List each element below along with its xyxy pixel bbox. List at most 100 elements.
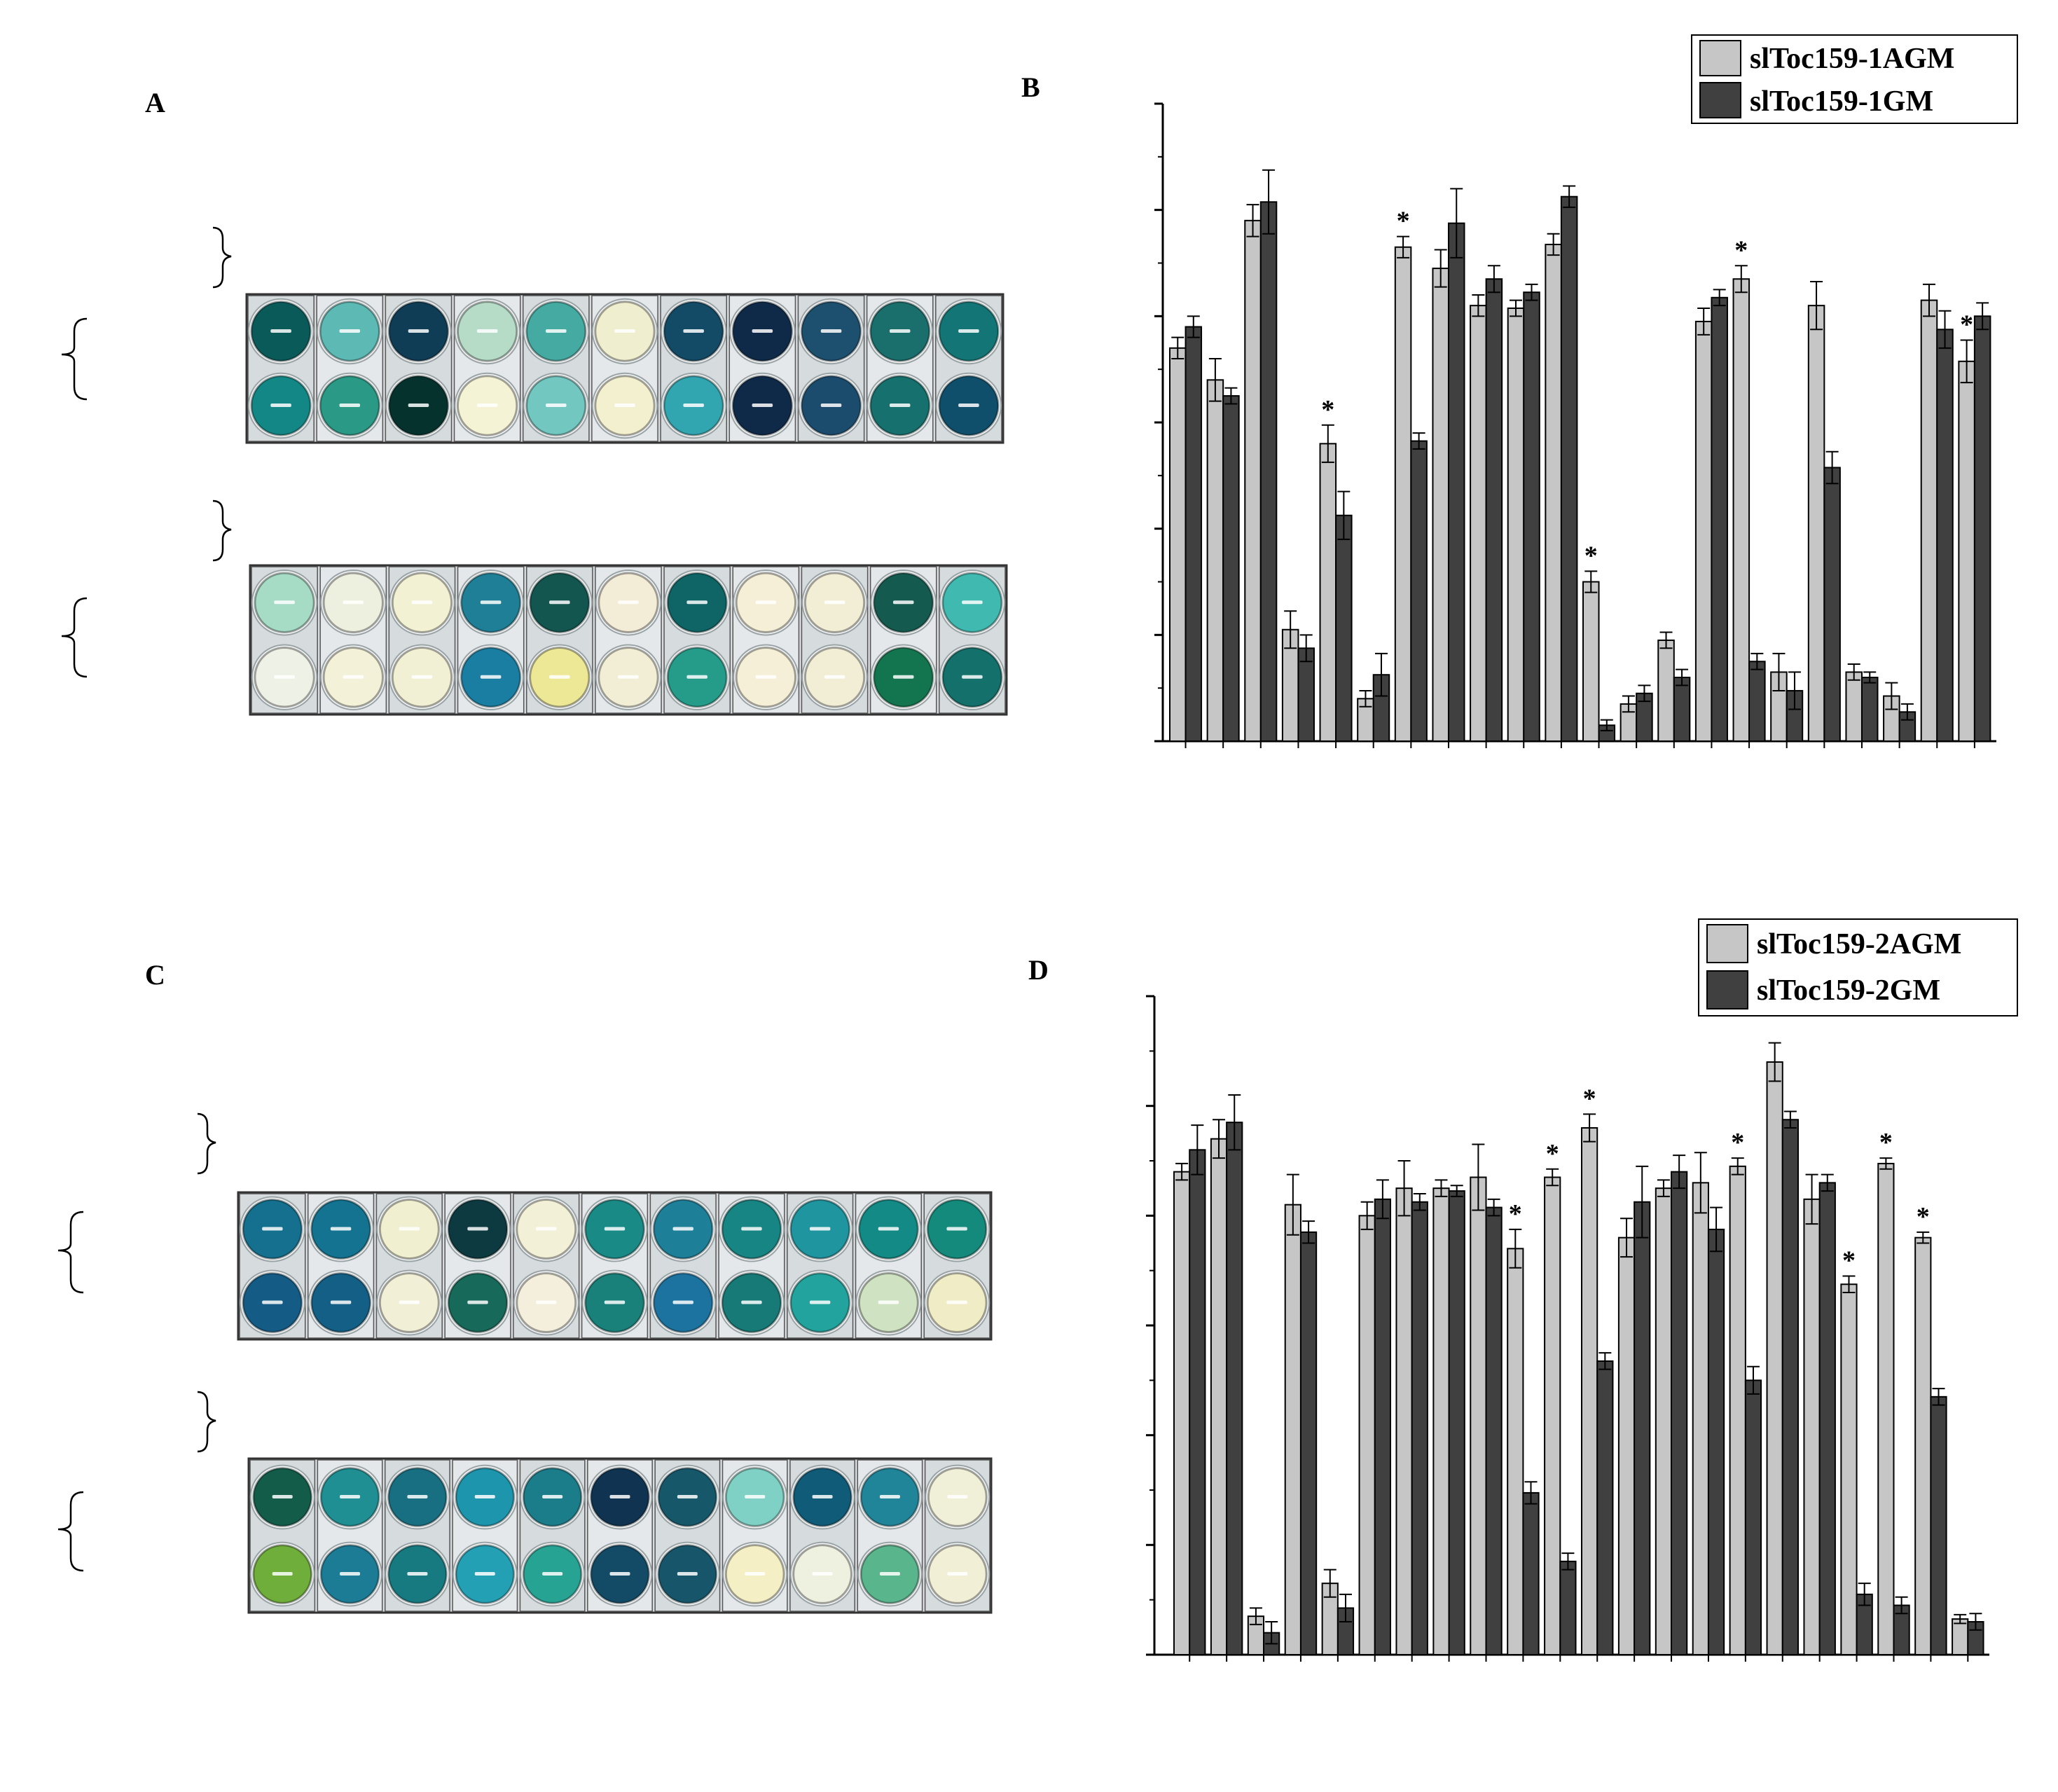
bar-agm <box>1694 320 1713 742</box>
well-highlight <box>399 1227 420 1231</box>
well-highlight <box>614 329 635 333</box>
panel-d-chart: D * * * * * * * slToc159-2AGM slToc159-2GM <box>1028 918 2018 1662</box>
well-highlight <box>686 600 707 605</box>
bar-gm <box>1447 222 1465 742</box>
significance-star: * <box>1842 1246 1856 1276</box>
well-highlight <box>339 404 361 407</box>
bait-brace <box>61 597 88 678</box>
bar-agm <box>1952 1618 1969 1655</box>
bar-gm <box>1485 278 1503 742</box>
well-highlight <box>476 404 498 407</box>
well-highlight <box>343 600 364 605</box>
well-highlight <box>824 600 845 605</box>
well-highlight <box>536 1227 557 1231</box>
bar-gm <box>1410 440 1428 743</box>
bar-agm <box>1617 1236 1636 1655</box>
bar-agm <box>1840 1283 1858 1655</box>
well-highlight <box>947 1572 968 1576</box>
well-highlight <box>683 404 704 407</box>
well-highlight <box>958 404 979 407</box>
significance-star: * <box>1734 235 1748 265</box>
bar-agm <box>1545 243 1562 743</box>
well-highlight <box>467 1300 488 1304</box>
well-highlight <box>946 1227 967 1231</box>
significance-star: * <box>1397 207 1410 236</box>
bar-gm <box>1222 395 1240 742</box>
well-highlight <box>745 1495 766 1498</box>
well-highlight <box>614 404 635 407</box>
well-highlight <box>683 329 704 333</box>
bar-agm <box>1169 347 1187 743</box>
bar-agm <box>1914 1236 1932 1655</box>
bar-gm <box>1634 1201 1651 1655</box>
bar-agm <box>1655 1187 1673 1655</box>
bar-agm <box>1803 1198 1821 1656</box>
bar-gm <box>1744 1379 1762 1656</box>
bar-agm <box>1582 581 1600 742</box>
bar-gm <box>1226 1122 1243 1655</box>
bar-agm <box>1470 305 1487 742</box>
legend-label-1gm: slToc159-1GM <box>1750 85 1933 118</box>
bar-agm <box>1958 360 1975 742</box>
bar-gm <box>1189 1149 1206 1656</box>
chart-d-plot: * * * * * * * <box>1146 995 1989 1662</box>
well-highlight <box>340 1495 361 1498</box>
well-highlight <box>549 675 570 679</box>
well-highlight <box>812 1572 833 1576</box>
well-highlight <box>549 600 570 605</box>
legend-swatch-2agm <box>1706 924 1748 963</box>
well-highlight <box>878 1227 899 1231</box>
significance-star: * <box>1584 541 1598 570</box>
panel-a-letter: A <box>145 87 165 118</box>
well-highlight <box>274 675 295 679</box>
well-highlight <box>947 1495 968 1498</box>
well-highlight <box>604 1300 626 1304</box>
well-highlight <box>745 1572 766 1576</box>
well-highlight <box>604 1227 626 1231</box>
bar-agm <box>1657 639 1675 743</box>
well-highlight <box>480 600 502 605</box>
bar-gm <box>1818 1182 1836 1656</box>
bar-agm <box>1807 305 1825 742</box>
bar-agm <box>1432 1187 1450 1655</box>
bar-gm <box>1185 326 1203 742</box>
significance-star: * <box>1509 1199 1522 1229</box>
prey-brace <box>212 226 232 289</box>
well-highlight <box>879 1572 900 1576</box>
well-highlight <box>467 1227 488 1231</box>
bar-agm <box>1920 299 1938 743</box>
well-highlight <box>343 675 364 679</box>
well-highlight <box>546 329 567 333</box>
legend-swatch-1agm <box>1699 40 1741 76</box>
panel-c-well-blocks <box>57 1112 993 1614</box>
chart-b-legend: slToc159-1AGM slToc159-1GM <box>1691 34 2018 124</box>
well-highlight <box>270 404 291 407</box>
bar-gm <box>1485 1206 1503 1656</box>
well-highlight <box>809 1300 831 1304</box>
bar-agm <box>1507 1248 1524 1656</box>
bar-gm <box>1522 1491 1540 1656</box>
well-highlight <box>618 675 639 679</box>
significance-star: * <box>1321 395 1334 425</box>
bar-agm <box>1732 278 1750 742</box>
bar-agm <box>1394 246 1412 742</box>
well-highlight <box>411 600 433 605</box>
well-highlight <box>879 1495 900 1498</box>
legend-label-1agm: slToc159-1AGM <box>1750 43 1954 75</box>
legend-swatch-1gm <box>1699 82 1741 118</box>
bar-gm <box>1781 1119 1799 1655</box>
bait-brace <box>61 317 88 401</box>
well-highlight <box>340 1572 361 1576</box>
well-highlight <box>741 1300 762 1304</box>
bait-brace <box>57 1491 84 1572</box>
well-highlight <box>892 675 914 679</box>
well-highlight <box>741 1227 762 1231</box>
legend-label-2agm: slToc159-2AGM <box>1757 928 1961 960</box>
legend-label-2gm: slToc159-2GM <box>1757 974 1940 1007</box>
prey-brace <box>197 1112 216 1175</box>
well-highlight <box>270 329 291 333</box>
bar-gm <box>1936 329 1954 742</box>
significance-star: * <box>1917 1202 1930 1232</box>
bar-gm <box>1823 467 1841 742</box>
